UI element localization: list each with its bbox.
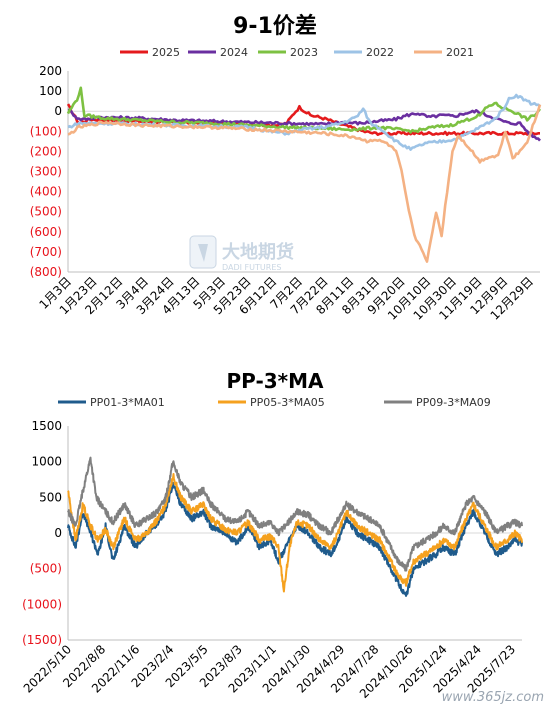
legend-label: 2025 [152, 46, 180, 59]
chart-title: PP-3*MA [226, 369, 324, 393]
series-line-2024 [67, 108, 541, 142]
chart-title: 9-1价差 [233, 13, 317, 39]
y-tick-label: (500) [30, 205, 62, 219]
y-tick-label: (200) [30, 144, 62, 158]
spread-chart: 9-1价差 200 100 0 (100) (200) (300) (400) (500) (60… [30, 13, 542, 323]
watermark-site: www.365jz.com [442, 690, 544, 705]
y-tick-label: (100) [30, 124, 62, 138]
pp-ma-chart: PP-3*MA 1500 1000 500 0 (500) (1000) (1500)2022… [21, 369, 523, 701]
watermark-brand-cn: 大地期货 [222, 241, 294, 263]
series-line-PP09-3*MA09 [67, 456, 523, 572]
legend-label: 2021 [446, 46, 474, 59]
y-tick-label: 100 [39, 84, 62, 98]
y-tick-label: 200 [39, 64, 62, 78]
legend-label: 2024 [220, 46, 248, 59]
legend-label: 2023 [290, 46, 318, 59]
legend-label: 2022 [366, 46, 394, 59]
y-tick-label: 0 [54, 104, 62, 118]
y-tick-label: (800) [30, 265, 62, 279]
y-tick-label: (600) [30, 225, 62, 239]
y-tick-label: (1000) [22, 597, 62, 611]
y-tick-label: (700) [30, 245, 62, 259]
series-line-2021 [67, 104, 542, 263]
y-tick-label: 1000 [31, 455, 62, 469]
x-tick-label: 2022/5/10 [21, 642, 74, 695]
y-tick-label: 1500 [31, 419, 62, 433]
legend-label: PP05-3*MA05 [250, 396, 325, 409]
series-line-PP05-3*MA05 [67, 473, 523, 593]
y-tick-label: (400) [30, 185, 62, 199]
legend-label: PP01-3*MA01 [90, 396, 165, 409]
watermark-logo: 大地期货 DADI FUTURES [189, 235, 294, 272]
y-tick-label: (500) [30, 562, 62, 576]
y-tick-label: (1500) [22, 633, 62, 647]
y-tick-label: 0 [54, 526, 62, 540]
y-tick-label: (300) [30, 165, 62, 179]
watermark-brand-en: DADI FUTURES [222, 263, 281, 272]
y-tick-label: 500 [39, 490, 62, 504]
legend-label: PP09-3*MA09 [416, 396, 491, 409]
